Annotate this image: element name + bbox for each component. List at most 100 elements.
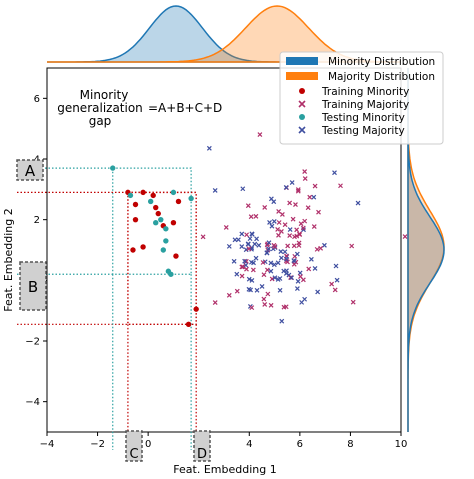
testing-majority-point (254, 236, 260, 242)
training-majority-point (287, 233, 293, 239)
testing-majority-point (242, 258, 248, 264)
training-majority-point (200, 234, 206, 240)
testing-majority-point (269, 223, 275, 229)
legend-majority-dist-swatch (286, 72, 318, 80)
training-majority-point (295, 188, 301, 194)
training-majority-point (302, 176, 308, 182)
legend-minority-dist: Minority Distribution (328, 56, 435, 68)
training-majority-point (276, 209, 282, 214)
testing-majority-point (232, 237, 238, 243)
testing-majority-point (271, 218, 277, 224)
testing-minority-point (170, 189, 177, 196)
plot-area: −4−20246810−4−20246 (17, 67, 408, 450)
x-tick-label: −4 (40, 439, 55, 450)
annotation-line2: generalization (57, 101, 143, 115)
testing-majority-point (239, 244, 245, 249)
training-majority-point (269, 276, 275, 282)
legend: Minority Distribution Majority Distribut… (279, 51, 444, 145)
testing-minority-point (127, 192, 134, 199)
testing-majority-point (266, 246, 271, 252)
training-majority-point (291, 243, 297, 249)
training-majority-point (291, 261, 297, 267)
legend-training-minority: Training Minority (321, 86, 409, 98)
training-majority-point (311, 224, 317, 229)
y-tick-label: −2 (25, 337, 40, 348)
testing-majority-point (268, 196, 274, 202)
training-majority-point (306, 266, 312, 272)
training-majority-point (295, 187, 301, 193)
training-majority-point (329, 281, 335, 287)
testing-majority-point (289, 180, 295, 185)
training-majority-point (316, 209, 321, 215)
label-c-box (125, 430, 143, 462)
testing-minority-point (188, 195, 194, 202)
training-majority-point (249, 305, 255, 311)
annotation-line1: Minority (80, 88, 129, 102)
training-majority-point (245, 203, 251, 209)
testing-majority-point (231, 258, 237, 264)
annotation-line3: gap (89, 114, 112, 128)
training-minority-point (130, 247, 136, 253)
training-minority-point (140, 244, 146, 250)
testing-majority-point (308, 256, 314, 262)
testing-majority-point (267, 220, 272, 225)
training-majority-point (300, 225, 306, 231)
training-minority-box (127, 191, 197, 326)
testing-majority-point (287, 227, 293, 233)
testing-minority-point (163, 226, 169, 232)
label-d: D (197, 447, 207, 462)
y-axis-label: Feat. Embedding 2 (2, 208, 15, 311)
training-majority-point (298, 221, 304, 227)
training-majority-point (281, 304, 287, 310)
y-tick-label: −4 (25, 397, 40, 408)
legend-training-majority-marker (298, 100, 306, 108)
training-majority-point (226, 292, 232, 298)
training-majority-point (264, 267, 270, 273)
legend-testing-majority-marker (298, 126, 306, 134)
testing-majority-point (294, 251, 300, 257)
training-majority-point (290, 216, 296, 222)
testing-majority-point (355, 200, 361, 206)
testing-majority-point (277, 287, 283, 293)
testing-majority-point (252, 241, 258, 247)
x-tick-label: 10 (395, 439, 408, 450)
training-majority-point (282, 222, 288, 228)
testing-majority-point (278, 255, 284, 261)
training-majority-point (275, 226, 281, 232)
training-majority-point (349, 243, 355, 249)
training-majority-point (244, 266, 249, 272)
testing-majority-point (249, 245, 255, 251)
testing-majority-point (282, 249, 288, 255)
legend-minority-dist-swatch (286, 57, 318, 65)
testing-majority-point (279, 318, 285, 324)
training-majority-point (314, 246, 320, 252)
training-majority-point (244, 232, 250, 238)
testing-majority-point (334, 277, 340, 283)
axis-ticks: −4−20246810−4−20246 (25, 94, 407, 450)
training-majority-point (287, 200, 293, 206)
training-majority-point (257, 132, 263, 138)
training-majority-point (298, 274, 303, 279)
testing-majority-point (311, 194, 317, 200)
training-majority-point (338, 183, 343, 189)
testing-majority-point (272, 245, 278, 250)
training-minority-point (132, 216, 139, 223)
testing-minority-box (112, 167, 192, 275)
plot-frame (46, 67, 402, 433)
training-majority-point (293, 202, 298, 207)
testing-majority-point (254, 287, 260, 293)
training-majority-point (279, 212, 285, 217)
y-tick-label: 2 (34, 215, 40, 226)
training-majority-point (305, 205, 311, 211)
testing-majority-point (268, 268, 274, 274)
testing-majority-point (264, 250, 270, 256)
testing-majority-point (266, 240, 272, 246)
label-d-box (193, 430, 211, 462)
testing-majority-point (333, 263, 339, 269)
annotation: Minority generalization gap =A+B+C+D (57, 88, 222, 128)
label-b-box (19, 261, 47, 311)
testing-majority-point (275, 277, 281, 282)
training-minority-point (170, 220, 177, 226)
label-c: C (129, 447, 138, 462)
testing-majority-point (239, 231, 245, 237)
